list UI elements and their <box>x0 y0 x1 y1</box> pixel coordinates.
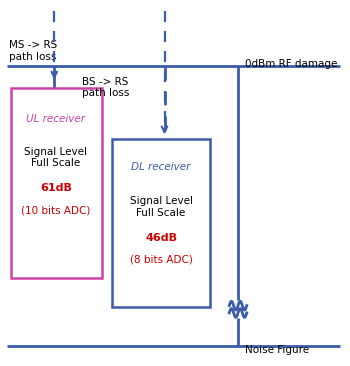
Text: UL receiver: UL receiver <box>27 114 85 124</box>
Text: BS -> RS
path loss: BS -> RS path loss <box>82 77 130 98</box>
Bar <box>112 139 210 307</box>
Bar <box>10 88 102 278</box>
Text: DL receiver: DL receiver <box>131 161 191 172</box>
Text: Noise Figure: Noise Figure <box>245 344 309 355</box>
Text: 61dB: 61dB <box>40 183 72 194</box>
Text: Signal Level
Full Scale: Signal Level Full Scale <box>25 146 88 168</box>
Text: MS -> RS
path loss: MS -> RS path loss <box>9 40 57 62</box>
Text: 46dB: 46dB <box>145 233 177 243</box>
Text: (8 bits ADC): (8 bits ADC) <box>130 255 192 265</box>
Text: Signal Level
Full Scale: Signal Level Full Scale <box>130 196 192 218</box>
Text: 0dBm RF damage: 0dBm RF damage <box>245 59 337 69</box>
Text: (10 bits ADC): (10 bits ADC) <box>21 205 91 216</box>
